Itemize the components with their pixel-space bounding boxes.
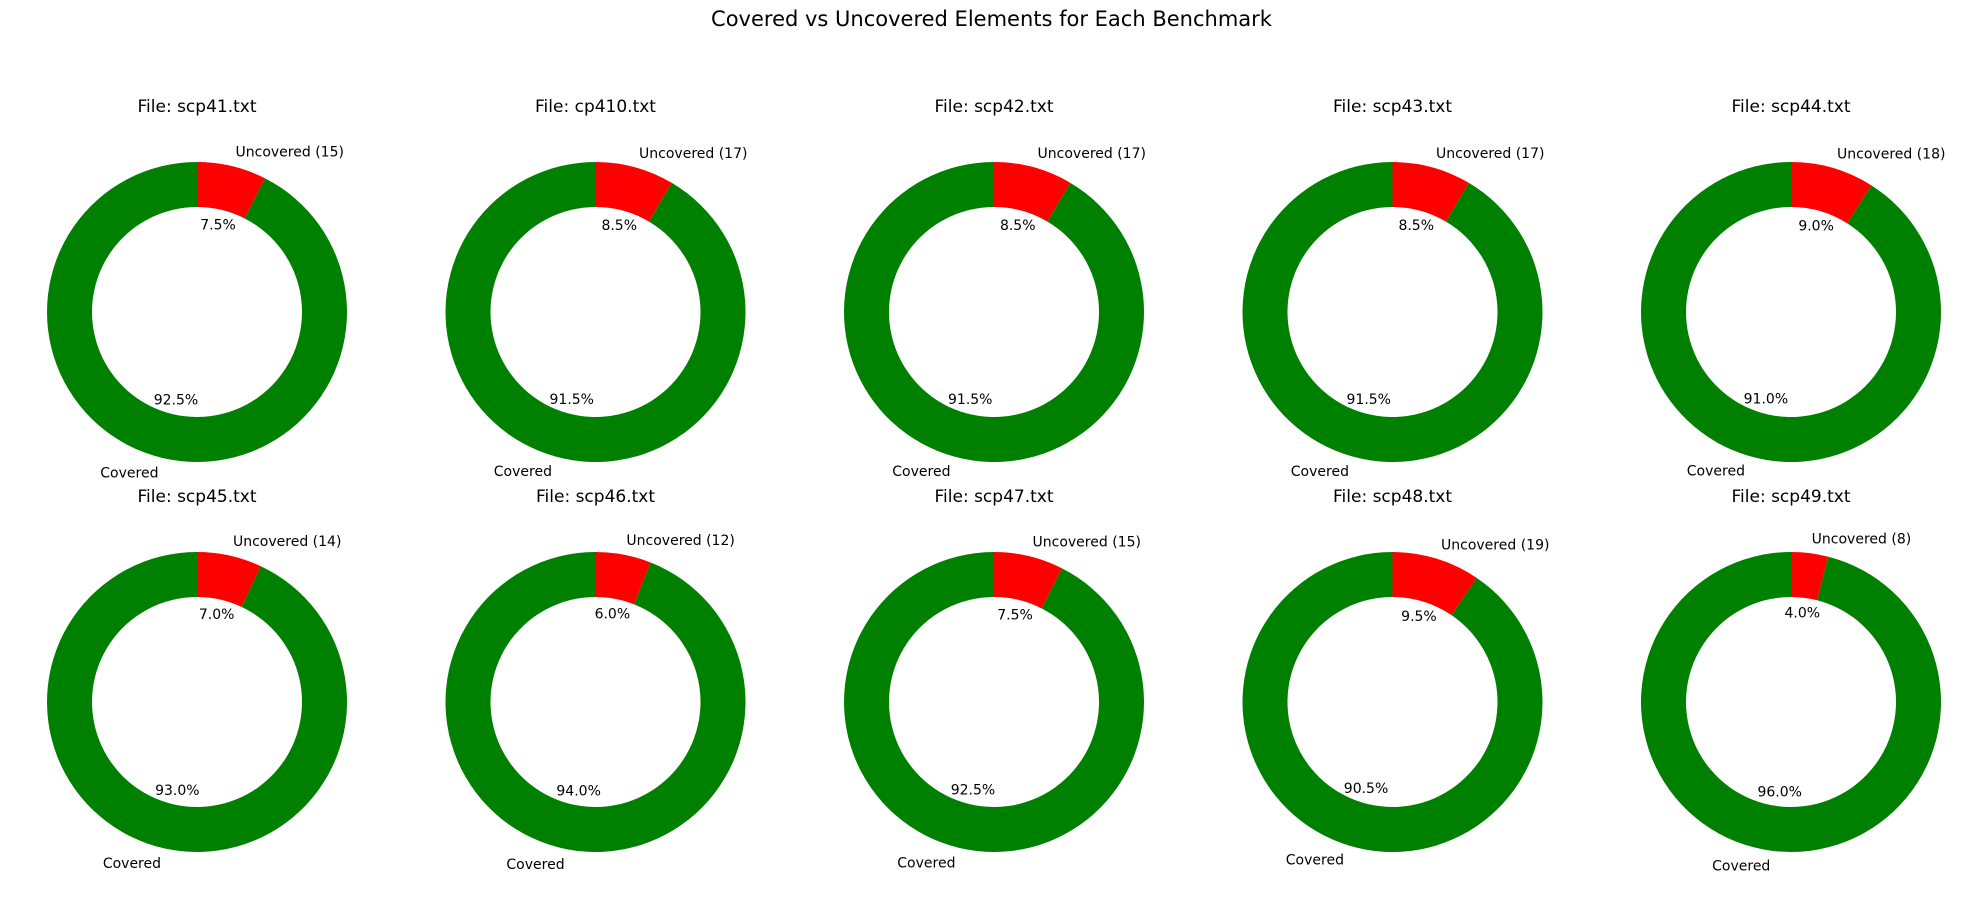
covered-label: Covered — [1712, 859, 1770, 875]
covered-percent: 91.5% — [948, 392, 992, 408]
covered-percent: 92.5% — [951, 783, 995, 799]
donut-panel: File: scp49.txt Uncovered (8) 4.0% Covered 9… — [1641, 487, 1942, 875]
panel-title: File: scp43.txt — [1333, 97, 1452, 117]
donut-panel: File: scp41.txt Uncovered (15) 7.5% Covered… — [47, 97, 348, 481]
covered-percent: 96.0% — [1757, 784, 1801, 800]
uncovered-percent: 7.5% — [997, 607, 1033, 623]
covered-percent: 91.5% — [1347, 392, 1391, 408]
uncovered-percent: 7.0% — [199, 607, 235, 623]
uncovered-wedge — [1791, 552, 1829, 601]
uncovered-label: Uncovered (14) — [233, 534, 341, 550]
covered-percent: 91.5% — [550, 392, 594, 408]
uncovered-label: Uncovered (19) — [1441, 537, 1549, 553]
uncovered-label: Uncovered (17) — [1038, 146, 1146, 162]
covered-wedge — [1242, 162, 1543, 462]
covered-label: Covered — [103, 856, 161, 872]
covered-wedge — [843, 162, 1144, 463]
panel-title: File: cp410.txt — [535, 97, 656, 117]
donut-panel: File: scp45.txt Uncovered (14) 7.0% Covered… — [46, 487, 348, 872]
covered-label: Covered — [494, 464, 552, 480]
uncovered-label: Uncovered (8) — [1812, 531, 1912, 547]
covered-wedge — [46, 552, 348, 853]
figure-title: Covered vs Uncovered Elements for Each B… — [711, 7, 1273, 31]
uncovered-wedge — [994, 162, 1071, 222]
covered-wedge — [844, 552, 1145, 852]
panel-title: File: scp44.txt — [1732, 97, 1851, 117]
donut-panel: File: scp44.txt Uncovered (18) 9.0% Covered… — [1641, 97, 1945, 479]
donut-panel: File: scp46.txt Uncovered (12) 6.0% Covered… — [445, 487, 746, 873]
uncovered-label: Uncovered (12) — [626, 533, 734, 549]
uncovered-label: Uncovered (15) — [1033, 535, 1141, 551]
covered-percent: 90.5% — [1344, 781, 1388, 797]
covered-wedge — [1242, 552, 1543, 853]
panel-title: File: scp42.txt — [935, 97, 1054, 117]
covered-percent: 91.0% — [1744, 391, 1788, 407]
uncovered-percent: 8.5% — [601, 218, 637, 234]
uncovered-label: Uncovered (18) — [1837, 147, 1945, 163]
covered-label: Covered — [1291, 464, 1349, 480]
covered-label: Covered — [892, 464, 950, 480]
covered-label: Covered — [1286, 853, 1344, 869]
covered-wedge — [47, 162, 348, 462]
donut-panel: File: scp43.txt Uncovered (17) 8.5% Covered… — [1242, 97, 1544, 480]
uncovered-wedge — [1392, 162, 1469, 222]
panel-title: File: scp41.txt — [138, 97, 257, 117]
uncovered-wedge — [595, 162, 672, 222]
donut-panels: File: scp41.txt Uncovered (15) 7.5% Covered… — [46, 97, 1945, 875]
donut-panel: File: scp42.txt Uncovered (17) 8.5% Covered… — [843, 97, 1146, 480]
donut-panel: File: cp410.txt Uncovered (17) 8.5% Covered… — [445, 97, 747, 480]
uncovered-percent: 4.0% — [1784, 606, 1820, 622]
panel-title: File: scp45.txt — [138, 487, 257, 507]
covered-percent: 93.0% — [155, 783, 199, 799]
uncovered-label: Uncovered (15) — [236, 145, 344, 161]
uncovered-wedge — [994, 552, 1063, 609]
covered-percent: 92.5% — [154, 393, 198, 409]
uncovered-label: Uncovered (17) — [639, 146, 747, 162]
covered-label: Covered — [1687, 463, 1745, 479]
uncovered-percent: 7.5% — [200, 217, 236, 233]
covered-wedge — [1641, 552, 1942, 853]
uncovered-wedge — [1392, 552, 1477, 616]
uncovered-percent: 6.0% — [595, 607, 631, 623]
covered-label: Covered — [506, 857, 564, 873]
covered-label: Covered — [897, 855, 955, 871]
panel-title: File: scp48.txt — [1333, 487, 1452, 507]
uncovered-wedge — [595, 552, 651, 605]
donut-panel: File: scp48.txt Uncovered (19) 9.5% Covered… — [1242, 487, 1549, 869]
panel-title: File: scp49.txt — [1732, 487, 1851, 507]
covered-wedge — [1641, 162, 1941, 462]
uncovered-label: Uncovered (17) — [1436, 146, 1544, 162]
uncovered-wedge — [197, 162, 266, 219]
uncovered-percent: 8.5% — [1000, 218, 1036, 234]
panel-title: File: scp46.txt — [536, 487, 655, 507]
panel-title: File: scp47.txt — [935, 487, 1054, 507]
uncovered-wedge — [197, 552, 261, 607]
uncovered-wedge — [1791, 162, 1872, 224]
covered-wedge — [445, 552, 746, 853]
covered-percent: 94.0% — [556, 783, 600, 799]
covered-label: Covered — [100, 465, 158, 481]
uncovered-percent: 9.0% — [1798, 219, 1834, 235]
covered-wedge — [445, 162, 746, 463]
uncovered-percent: 8.5% — [1398, 218, 1434, 234]
donut-panel: File: scp47.txt Uncovered (15) 7.5% Covered… — [844, 487, 1145, 871]
uncovered-percent: 9.5% — [1401, 609, 1437, 625]
